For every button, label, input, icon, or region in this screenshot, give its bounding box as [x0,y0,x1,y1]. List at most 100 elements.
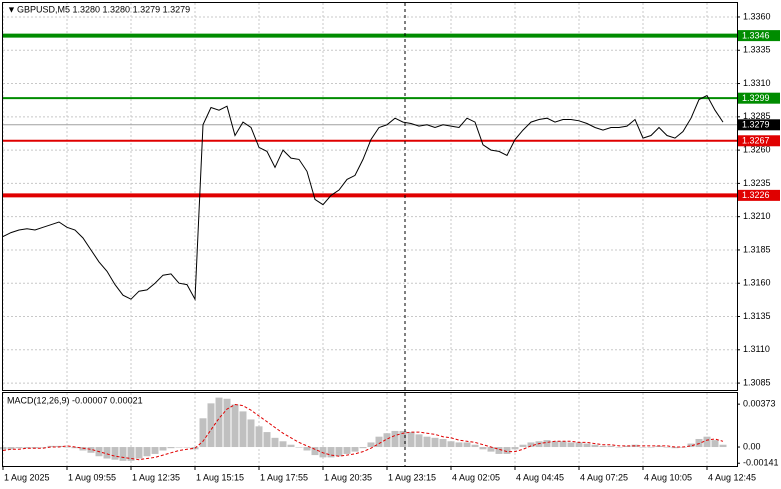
y-tick-label: 1.3360 [743,11,771,21]
macd-bar [151,447,159,454]
level-label-bg [738,92,780,104]
macd-bar [311,447,319,456]
y-tick-label: 1.3285 [743,111,771,121]
level-label: 1.3226 [742,190,770,200]
axis-labels: 1.3360 1.3335 1.3310 1.3285 1.3260 1.3235 1.32… [2,11,780,482]
y-tick-label: 0.00373 [743,399,776,409]
macd-bar [487,447,495,452]
macd-bar [71,447,79,449]
macd-bar [695,438,703,448]
macd-bar [223,398,231,448]
macd-bar [15,447,23,449]
macd-bar [399,430,407,448]
macd-bar [263,432,271,448]
level-label-bg [738,189,780,201]
macd-bar [39,447,47,448]
last-price-label: 1.3279 [742,120,770,130]
y-tick-label: 1.3260 [743,144,771,154]
level-label-bg [738,30,780,42]
macd-bar [711,440,719,448]
macd-bar [319,447,327,458]
macd-bar [447,441,455,448]
x-tick-label: 1 Aug 17:55 [260,472,308,482]
macd-bar [407,432,415,448]
macd-bar [551,441,559,448]
macd-bar [87,447,95,453]
x-tick-label: 1 Aug 12:35 [132,472,180,482]
level-label-bg [738,135,780,147]
macd-bar [591,444,599,448]
chart-title: GBPUSD,M5 1.3280 1.3280 1.3279 1.3279 [17,4,190,14]
x-tick-label: 4 Aug 12:45 [708,472,756,482]
signal-line [2,403,724,461]
macd-bar [519,444,527,448]
macd-bar [687,443,695,448]
macd-bar [351,447,359,452]
macd-bar [111,447,119,460]
macd-bar [575,442,583,448]
macd-bar [231,404,239,448]
level-label: 1.3299 [742,93,770,103]
macd-bar [255,426,263,448]
macd-bar [143,447,151,457]
y-tick-label: 1.3185 [743,244,771,254]
macd-bar [719,444,727,448]
price-line [2,94,724,302]
macd-bar [183,447,191,448]
macd-frame [2,392,738,467]
macd-bar [671,447,679,449]
macd-bar [239,411,247,448]
macd-bar [599,445,607,448]
macd-bar [167,447,175,449]
last-price-bg [738,119,780,131]
x-tick-label: 1 Aug 15:15 [196,472,244,482]
macd-bar [479,447,487,450]
x-tick-label: 1 Aug 23:15 [388,472,436,482]
macd-bar [335,447,343,457]
macd-title: MACD(12,26,9) -0.00007 0.00021 [7,395,143,405]
macd-bar [303,447,311,451]
menu-triangle: ▼ [7,4,16,14]
x-tick-label: 4 Aug 04:45 [516,472,564,482]
macd-bar [391,430,399,448]
macd-bar [663,447,671,448]
y-tick-label: 1.3135 [743,311,771,321]
macd-bar [135,447,143,459]
macd-bar [23,447,31,449]
y-tick-label: 1.3310 [743,78,771,88]
x-tick-label: 4 Aug 02:05 [452,472,500,482]
macd-bar [543,440,551,448]
y-tick-label: 1.3110 [743,344,770,354]
macd-bar [375,436,383,448]
macd-bar [47,445,55,448]
macd-bar [655,445,663,448]
macd-bar [495,447,503,454]
x-tick-label: 4 Aug 07:25 [580,472,628,482]
macd-bar [79,447,87,451]
y-tick-label: 1.3235 [743,178,771,188]
y-tick-label: -0.00141 [743,458,779,468]
macd-bar [247,419,255,448]
macd-bar [615,447,623,448]
level-label: 1.3346 [742,30,770,40]
macd-bar [63,447,71,448]
macd-bar [295,447,303,448]
macd-bar [327,447,335,458]
macd-bar [567,442,575,448]
macd-bar [175,447,183,448]
macd-bar [367,442,375,448]
macd-bar [383,433,391,448]
x-tick-label: 1 Aug 09:55 [68,472,116,482]
macd-bar [623,445,631,448]
macd-bar [119,447,127,461]
macd-bar [471,444,479,448]
macd-bar [0,447,7,450]
macd-bar [207,403,215,448]
macd-bar [343,447,351,454]
y-tick-label: 1.3210 [743,211,771,221]
macd-bar [511,447,519,450]
x-tick-label: 4 Aug 10:05 [644,472,692,482]
level-label: 1.3267 [742,136,770,146]
macd-bar [559,441,567,448]
